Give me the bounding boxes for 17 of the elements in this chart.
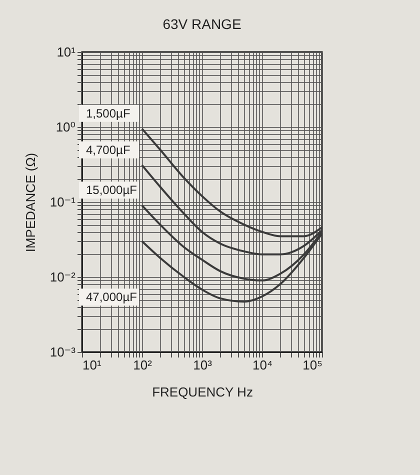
y-tick-label: 10¹ (56, 44, 76, 60)
x-tick-label: 10⁴ (252, 358, 273, 372)
x-tick-label: 10² (133, 358, 153, 372)
series-label: 4,700µF (86, 142, 130, 157)
x-tick-label: 10⁵ (302, 358, 322, 372)
y-tick-label: 10⁻³ (50, 344, 76, 360)
chart-title: 63V RANGE (162, 16, 242, 32)
series-label: 15,000µF (86, 183, 137, 198)
x-tick-label: 10¹ (82, 358, 102, 372)
y-tick-label: 10⁻¹ (50, 194, 76, 210)
text: 47,000µF (86, 290, 137, 304)
y-axis-title: IMPEDANCE (Ω) (22, 152, 38, 252)
y-tick-label: 10⁰ (56, 120, 76, 134)
y-tick-label: 10⁻² (50, 270, 76, 284)
x-axis-title: FREQUENCY Hz (152, 384, 253, 400)
series-label: 1,500µF (86, 106, 130, 120)
x-tick-label: 10³ (193, 358, 213, 372)
